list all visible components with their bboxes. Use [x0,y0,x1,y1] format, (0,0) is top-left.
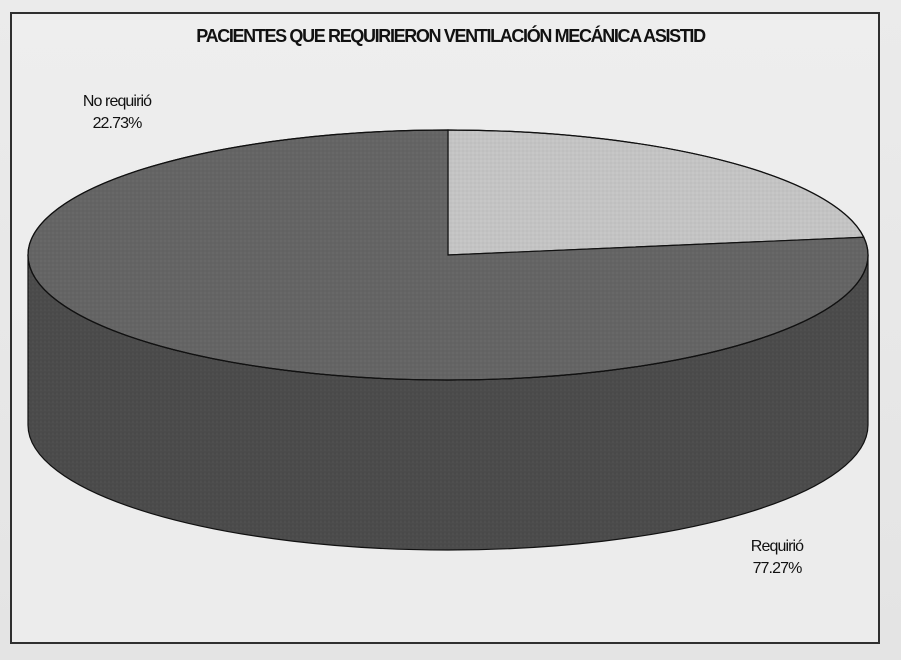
chart-title: PACIENTES QUE REQUIRIERON VENTILACIÓN ME… [196,26,706,46]
slice-name-no-requirio: No requirió [82,93,152,110]
slice-label-no-requirio: No requirió 22.73% [76,91,158,135]
slice-label-requirio: Requirió 77.27% [739,536,815,580]
pie-slice-no-requirio [447,129,865,256]
slice-percent-requirio: 77.27% [752,560,803,577]
slice-name-requirio: Requirió [750,538,804,555]
slice-percent-no-requirio: 22.73% [92,115,143,132]
pie-top-outline [27,129,869,381]
